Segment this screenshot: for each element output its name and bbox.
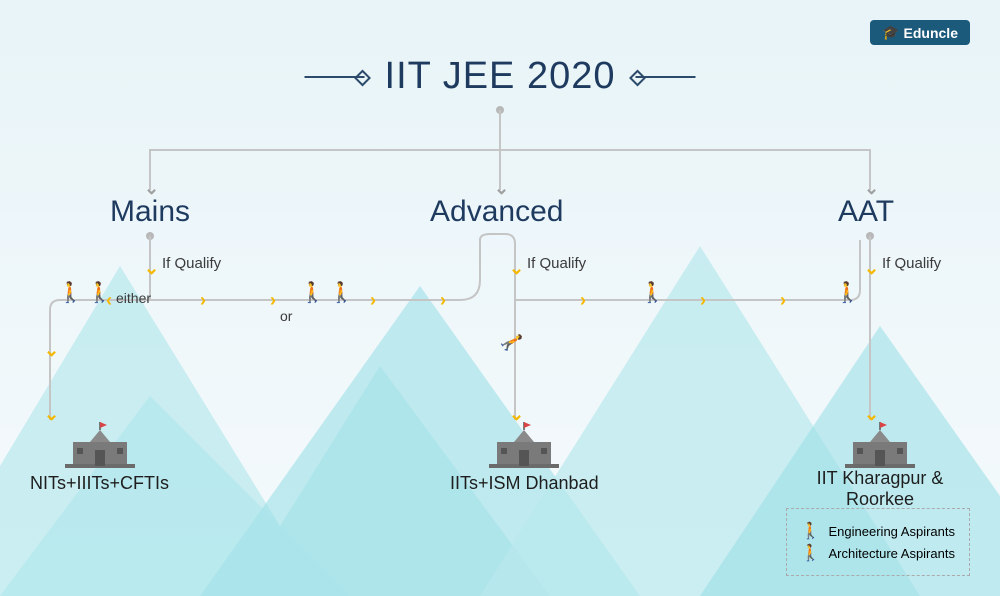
qualify-advanced: If Qualify [527, 255, 586, 272]
building-icon [845, 420, 915, 468]
walker-group: 🚶 🚶 [58, 280, 112, 305]
chevron-down-icon: ⌄ [144, 258, 159, 279]
chevron-down-icon: ⌄ [509, 258, 524, 279]
branch-label: AAT [838, 195, 894, 229]
building-icon [65, 420, 135, 468]
legend-row-architecture: 🚶 Architecture Aspirants [801, 543, 955, 563]
qualify-aat: If Qualify [882, 255, 941, 272]
walker-group: 🚶 🚶 [300, 280, 354, 305]
legend-row-engineering: 🚶 Engineering Aspirants [801, 521, 955, 541]
branch-aat: AAT [838, 195, 894, 229]
title-deco-left [305, 76, 365, 78]
title-bar: IIT JEE 2020 [305, 55, 696, 98]
branch-label: Mains [110, 195, 190, 229]
dest-advanced: IITs+ISM Dhanbad [450, 420, 599, 494]
walker-red-icon: 🚶 [495, 325, 529, 359]
dest-aat: IIT Kharagpur & Roorkee [790, 420, 970, 510]
chevron-right-icon: › [440, 290, 446, 311]
dest-label: NITs+IIITs+CFTIs [30, 473, 169, 494]
walker-red-icon: 🚶 [87, 280, 112, 305]
walker-green-icon: 🚶 [329, 280, 354, 305]
graduation-cap-icon: 🎓 [882, 24, 899, 41]
either-label: either [116, 290, 151, 306]
qualify-mains: If Qualify [162, 255, 221, 272]
chevron-right-icon: › [700, 290, 706, 311]
walker-red-icon: 🚶 [801, 521, 821, 541]
or-label: or [280, 308, 292, 324]
branch-mains: Mains [110, 195, 190, 229]
chevron-right-icon: › [200, 290, 206, 311]
dest-mains: NITs+IIITs+CFTIs [30, 420, 169, 494]
chevron-right-icon: › [780, 290, 786, 311]
logo: 🎓 Eduncle [870, 20, 970, 45]
branch-advanced: Advanced [430, 195, 563, 229]
walker-single: 🚶 [835, 280, 860, 305]
legend-label: Architecture Aspirants [829, 546, 955, 561]
walker-crawl: 🚶 [500, 330, 525, 355]
walker-red-icon: 🚶 [300, 280, 325, 305]
dest-label: IIT Kharagpur & Roorkee [790, 468, 970, 510]
dest-label: IITs+ISM Dhanbad [450, 473, 599, 494]
chevron-right-icon: › [580, 290, 586, 311]
chevron-right-icon: › [370, 290, 376, 311]
chevron-right-icon: › [270, 290, 276, 311]
chevron-down-icon: ⌄ [864, 258, 879, 279]
logo-text: Eduncle [904, 25, 958, 41]
walker-green-icon: 🚶 [835, 280, 860, 305]
legend-label: Engineering Aspirants [829, 524, 955, 539]
page-title: IIT JEE 2020 [385, 55, 616, 98]
walker-green-icon: 🚶 [640, 280, 665, 305]
title-deco-right [635, 76, 695, 78]
chevron-down-icon: ⌄ [44, 340, 59, 361]
branch-label: Advanced [430, 195, 563, 229]
walker-green-icon: 🚶 [801, 543, 821, 563]
building-icon [489, 420, 559, 468]
legend: 🚶 Engineering Aspirants 🚶 Architecture A… [786, 508, 970, 576]
walker-single: 🚶 [640, 280, 665, 305]
walker-green-icon: 🚶 [58, 280, 83, 305]
